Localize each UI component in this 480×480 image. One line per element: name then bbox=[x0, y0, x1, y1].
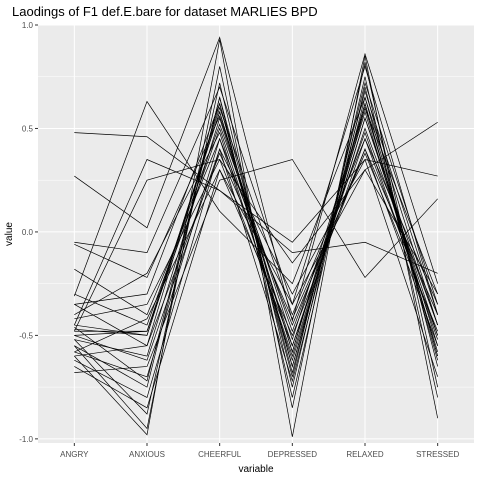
y-tick-label: -0.5 bbox=[19, 331, 33, 340]
series-line bbox=[74, 89, 439, 375]
series-lines bbox=[74, 36, 439, 437]
series-line bbox=[74, 96, 439, 382]
y-tick-label: -1.0 bbox=[19, 435, 33, 444]
x-tick-label: STRESSED bbox=[416, 450, 459, 459]
series-line bbox=[74, 65, 439, 315]
x-tick-label: ANGRY bbox=[60, 450, 89, 459]
y-axis-title: value bbox=[4, 222, 15, 246]
series-line bbox=[74, 159, 438, 373]
series-line bbox=[74, 137, 438, 347]
x-tick-label: DEPRESSED bbox=[268, 450, 318, 459]
y-axis: -1.0 -0.5 0.0 0.5 1.0 bbox=[19, 21, 38, 444]
x-tick-label: RELAXED bbox=[346, 450, 384, 459]
series-line bbox=[74, 169, 438, 353]
x-axis: ANGRY ANXIOUS CHEERFUL DEPRESSED RELAXED STRE… bbox=[60, 443, 459, 459]
x-tick-label: CHEERFUL bbox=[198, 450, 242, 459]
x-tick-label: ANXIOUS bbox=[129, 450, 165, 459]
series-line bbox=[74, 36, 439, 323]
gridlines bbox=[38, 24, 474, 443]
y-tick-label: 1.0 bbox=[22, 21, 34, 30]
series-line bbox=[74, 96, 439, 383]
series-line bbox=[74, 159, 438, 326]
y-tick-label: 0.0 bbox=[22, 228, 34, 237]
series-line bbox=[74, 76, 439, 415]
x-axis-title: variable bbox=[238, 464, 273, 475]
y-tick-label: 0.5 bbox=[22, 124, 34, 133]
chart-title: Laodings of F1 def.E.bare for dataset MA… bbox=[12, 4, 318, 19]
